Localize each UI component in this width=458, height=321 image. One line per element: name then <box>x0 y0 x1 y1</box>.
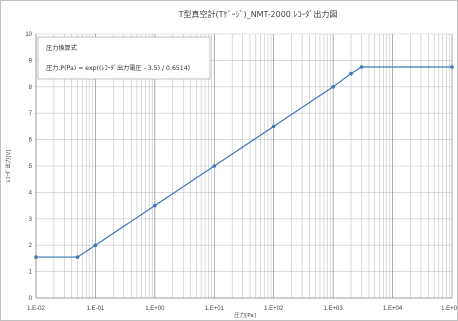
x-tick-label: 1.E-02 <box>27 306 45 312</box>
x-tick-label: 1.E+01 <box>205 306 225 312</box>
formula-box: 圧力換算式 圧力,P(Pa) = exp((ﾚｺｰﾀﾞ出力電圧 - 3.5) /… <box>37 36 211 80</box>
x-tick-label: 1.E+04 <box>383 306 403 312</box>
data-point <box>271 124 276 129</box>
data-point <box>450 65 454 69</box>
x-tick-label: 1.E+0 <box>441 306 458 312</box>
data-point <box>359 65 364 69</box>
formula-heading: 圧力換算式 <box>46 44 77 52</box>
y-tick-label: 1 <box>29 270 33 276</box>
data-point <box>34 255 38 259</box>
data-point <box>331 85 335 89</box>
y-tick-label: 7 <box>29 111 33 117</box>
y-tick-label: 10 <box>25 32 32 38</box>
series-line <box>36 66 452 258</box>
x-axis-title: 圧力[Pa] <box>234 311 256 319</box>
data-point <box>93 243 98 247</box>
data-point <box>75 255 80 259</box>
formula-text: 圧力,P(Pa) = exp((ﾚｺｰﾀﾞ出力電圧 - 3.5) / 0.651… <box>46 64 190 72</box>
x-tick-label: 1.E+03 <box>324 306 344 312</box>
x-tick-label: 1.E-01 <box>87 306 105 312</box>
data-point <box>212 164 217 168</box>
data-point <box>349 71 353 76</box>
x-tick-labels: 1.E-02 1.E-01 1.E+00 1.E+01 1.E+02 1.E+03 1.E+… <box>27 306 457 312</box>
chart-title: T型真空計(Tｹﾞｰｼﾞ)_NMT-2000 ﾚｺｰﾀﾞ出力図 <box>178 9 338 19</box>
x-tick-label: 1.E+00 <box>145 306 165 312</box>
x-tick-label: 1.E+02 <box>264 306 284 312</box>
series-group <box>34 65 454 259</box>
y-axis-title: ﾚｺｰﾀﾞ出力[V] <box>4 150 12 183</box>
y-tick-label: 5 <box>29 164 33 170</box>
data-point <box>153 203 157 208</box>
y-tick-label: 0 <box>29 296 33 302</box>
y-tick-label: 4 <box>29 190 33 196</box>
y-tick-label: 6 <box>29 138 33 144</box>
y-tick-labels: 0 1 2 3 4 5 6 7 8 9 10 <box>25 32 32 302</box>
y-tick-label: 3 <box>29 217 33 223</box>
y-tick-label: 8 <box>29 85 33 91</box>
formula-box-frame <box>37 36 211 80</box>
y-tick-label: 9 <box>29 58 33 64</box>
y-tick-label: 2 <box>29 243 33 249</box>
axes <box>35 34 452 299</box>
